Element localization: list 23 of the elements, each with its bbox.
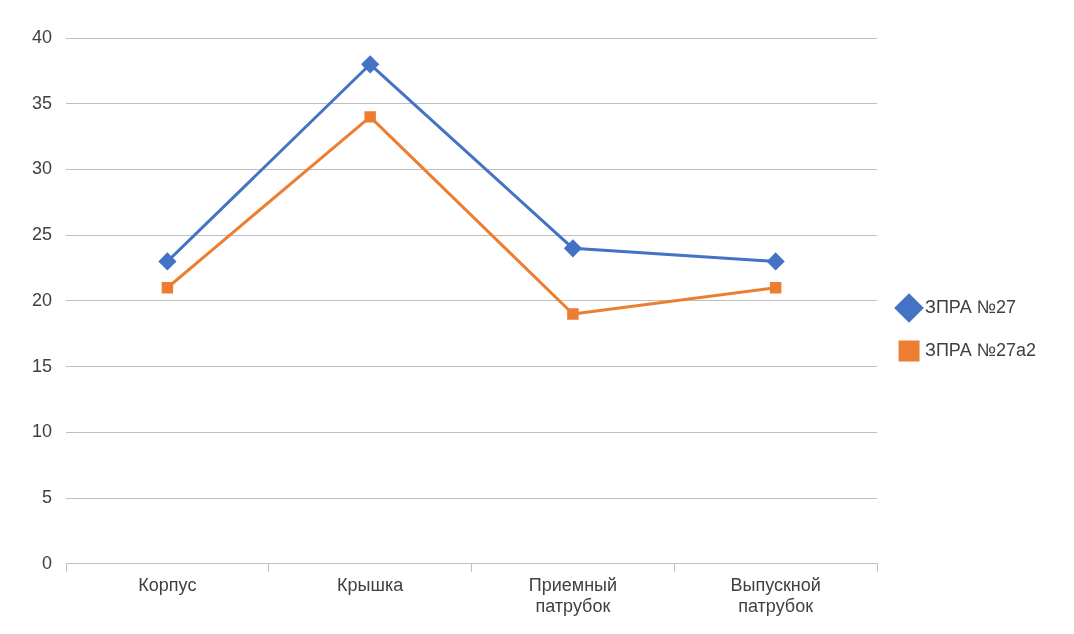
y-tick-label: 30 xyxy=(31,158,53,179)
y-tick-label: 10 xyxy=(31,421,53,442)
point xyxy=(564,239,582,257)
point xyxy=(361,55,379,73)
point xyxy=(767,252,785,270)
legend-label: ЗПРА №27 xyxy=(925,296,1016,317)
x-tick-label: Выпускной патрубок xyxy=(730,574,821,617)
point xyxy=(364,111,376,123)
point xyxy=(567,308,579,320)
y-tick-label: 15 xyxy=(31,355,53,376)
y-tick-label: 25 xyxy=(31,224,53,245)
x-tick-label: Корпус xyxy=(138,574,197,595)
point xyxy=(769,282,782,294)
y-tick-label: 40 xyxy=(31,26,53,47)
point xyxy=(161,282,174,294)
legend-label: ЗПРА №27а2 xyxy=(925,339,1037,360)
y-tick-label: 20 xyxy=(31,289,53,310)
y-tick-label: 0 xyxy=(42,552,53,573)
x-tick-label: Крышка xyxy=(337,574,405,595)
x-tick-label: Приемный патрубок xyxy=(528,574,618,617)
y-tick-label: 35 xyxy=(31,92,53,113)
y-tick-label: 5 xyxy=(42,487,53,508)
point xyxy=(158,252,176,270)
